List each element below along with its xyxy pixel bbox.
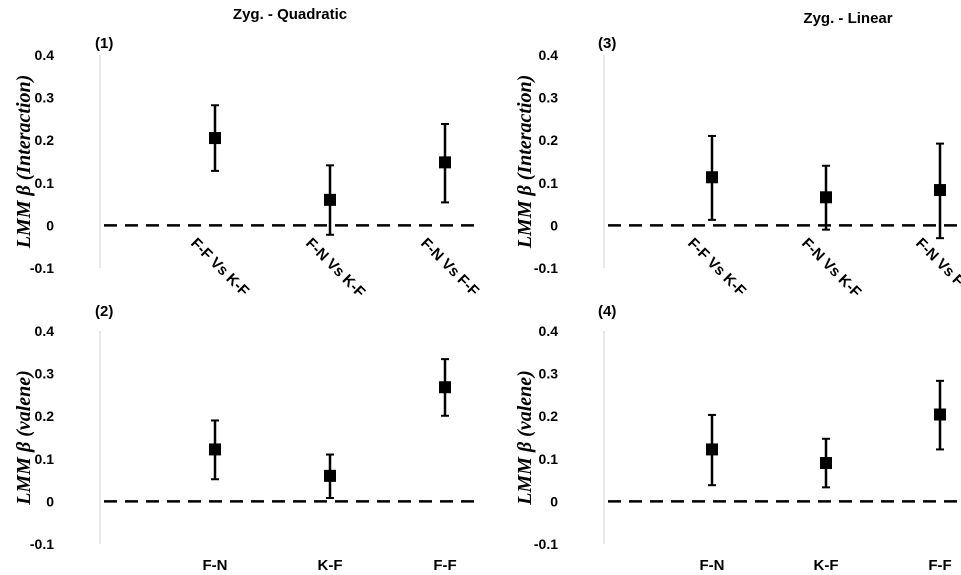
y-tick-label: 0.4 [539,323,559,339]
category-label: F-F [928,557,951,574]
panel-label: (3) [598,35,616,52]
data-point-marker [209,443,221,456]
category-label: F-N Vs F-F [417,235,482,300]
y-axis-title: LMM β (Interaction) [13,75,35,250]
chart-panel: (2) -0.1 0 0.1 0.2 0.3 0.4 LMM β (valene) F-N K-F… [13,303,475,574]
y-axis-title: LMM β (valene) [13,370,35,506]
chart-panel: Zyg. - Quadratic (1) -0.1 0 0.1 0.2 0.3 0.4LMM … [13,6,482,301]
y-tick-label: 0.2 [539,132,559,148]
y-tick-label: 0.2 [539,408,559,424]
y-tick-label: 0 [550,217,558,233]
panel-label: (1) [95,35,113,52]
category-label: F-N Vs K-F [798,235,864,301]
panel-label: (2) [95,303,113,320]
y-tick-label: -0.1 [30,536,54,552]
y-axis-title: LMM β (valene) [514,370,536,506]
y-tick-label: -0.1 [30,260,54,276]
y-tick-label: 0.2 [35,132,55,148]
data-point-marker [706,171,718,184]
panel-label: (4) [598,303,616,320]
data-point-marker [209,132,221,145]
chart-title: Zyg. - Quadratic [233,6,347,23]
chart-panel: (4) -0.1 0 0.1 0.2 0.3 0.4 LMM β (valene) F-N K-F… [514,303,961,574]
y-tick-label: 0 [46,217,54,233]
category-label: F-N [700,557,725,574]
y-tick-label: 0.3 [539,366,559,382]
y-axis-title: LMM β (Interaction) [514,75,536,250]
chart-title: Zyg. - Linear [803,10,892,27]
data-point-marker [439,156,451,169]
data-point-marker [934,184,946,197]
y-tick-label: 0.1 [35,175,55,191]
y-tick-label: 0.3 [35,90,55,106]
category-label: F-N Vs F-F [912,235,961,300]
category-label: K-F [318,557,343,574]
y-tick-label: -0.1 [534,536,558,552]
y-tick-label: -0.1 [534,260,558,276]
y-tick-label: 0.3 [35,366,55,382]
category-label: F-N Vs K-F [302,235,368,301]
data-point-marker [934,408,946,421]
category-label: F-F Vs K-F [187,235,252,300]
category-label: F-N [203,557,228,574]
data-point-marker [324,193,336,206]
data-point-marker [439,381,451,394]
category-label: F-F Vs K-F [684,235,749,300]
y-tick-label: 0 [550,493,558,509]
y-tick-label: 0.4 [35,323,55,339]
data-point-marker [820,457,832,470]
y-tick-label: 0.1 [35,451,55,467]
y-tick-label: 0.1 [539,451,559,467]
y-tick-label: 0.3 [539,90,559,106]
y-tick-label: 0.4 [35,47,55,63]
y-tick-label: 0 [46,493,54,509]
category-label: F-F [433,557,456,574]
y-tick-label: 0.4 [539,47,559,63]
category-label: K-F [814,557,839,574]
data-point-marker [820,191,832,204]
y-tick-label: 0.1 [539,175,559,191]
data-point-marker [706,443,718,456]
data-point-marker [324,469,336,482]
y-tick-label: 0.2 [35,408,55,424]
